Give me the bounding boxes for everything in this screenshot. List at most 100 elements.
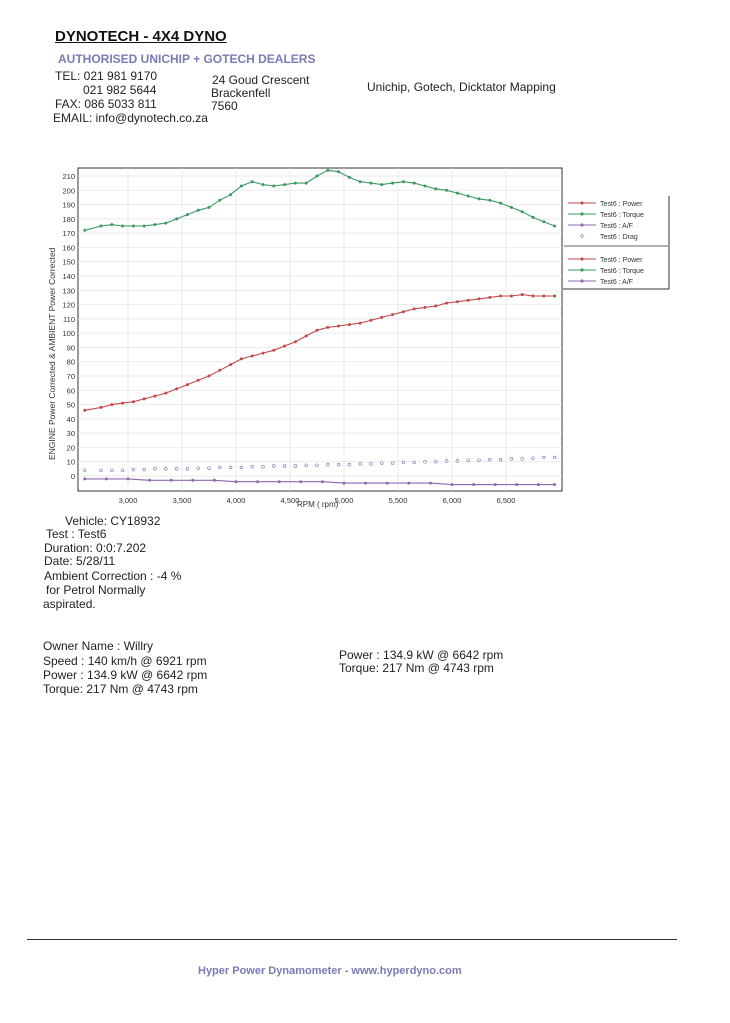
data-point xyxy=(553,483,557,487)
data-point xyxy=(99,405,103,409)
address-line-1: 24 Goud Crescent xyxy=(212,73,310,87)
data-point xyxy=(342,481,346,485)
legend-marker xyxy=(580,234,584,238)
legend: Test6 : Power Test6 : Torque Test6 : A/F Te… xyxy=(563,196,670,290)
data-point xyxy=(455,459,460,463)
data-point xyxy=(434,460,438,464)
data-point xyxy=(250,354,254,358)
data-point xyxy=(401,180,405,184)
data-point xyxy=(185,467,190,471)
data-point xyxy=(120,468,125,472)
x-tick-label: 5,000 xyxy=(335,496,354,505)
legend-label: Test6 : A/F xyxy=(600,223,633,230)
data-point xyxy=(277,480,281,484)
legend-label: Test6 : Drag xyxy=(600,234,638,241)
data-point xyxy=(261,465,265,469)
data-point xyxy=(391,181,395,185)
data-point xyxy=(185,383,189,387)
legend-label: Test6 : A/F xyxy=(600,279,633,286)
y-tick-label: 90 xyxy=(67,343,75,352)
data-point xyxy=(499,294,503,298)
legend-label: Test6 : Torque xyxy=(600,212,644,219)
data-point xyxy=(229,193,233,197)
data-point xyxy=(369,181,373,185)
data-point xyxy=(261,351,265,355)
data-point xyxy=(380,315,384,319)
data-point xyxy=(126,477,130,481)
data-point xyxy=(239,465,244,470)
data-point xyxy=(552,455,557,460)
data-point xyxy=(175,217,179,221)
data-point xyxy=(347,175,351,179)
data-point xyxy=(142,397,146,401)
data-point xyxy=(218,198,222,202)
data-point xyxy=(315,463,319,467)
data-point xyxy=(185,213,189,217)
y-tick-label: 0 xyxy=(71,472,75,481)
data-point xyxy=(110,223,114,227)
data-point xyxy=(455,191,459,195)
x-tick-label: 3,500 xyxy=(173,496,192,505)
data-point xyxy=(239,357,243,361)
tel-line: TEL: 021 981 9170 xyxy=(55,69,158,83)
data-point xyxy=(153,467,157,471)
data-point xyxy=(428,481,432,485)
data-point xyxy=(148,478,152,482)
y-tick-label: 170 xyxy=(62,229,75,238)
data-point xyxy=(499,201,503,205)
data-point xyxy=(315,174,319,178)
x-axis-label: RPM ( rpm) xyxy=(297,500,339,509)
data-point xyxy=(121,401,125,405)
y-tick-label: 130 xyxy=(62,286,75,295)
data-point xyxy=(175,387,179,391)
y-tick-label: 210 xyxy=(62,172,75,181)
y-tick-label: 110 xyxy=(63,315,75,324)
data-point xyxy=(212,478,216,482)
legend-marker xyxy=(580,268,584,272)
data-point xyxy=(228,465,233,470)
data-point xyxy=(498,457,503,462)
data-point xyxy=(326,462,330,467)
y-tick-label: 180 xyxy=(62,215,75,224)
test-date: Date: 5/28/11 xyxy=(44,554,116,568)
data-point xyxy=(509,294,513,298)
y-tick-label: 140 xyxy=(62,272,75,281)
legend-label: Test6 : Power xyxy=(600,257,643,264)
data-point xyxy=(131,224,135,228)
data-point xyxy=(99,468,103,472)
data-point xyxy=(455,300,459,304)
x-tick-label: 3,000 xyxy=(119,496,138,505)
data-point xyxy=(542,220,546,224)
data-point xyxy=(293,181,297,185)
data-point xyxy=(83,228,87,232)
data-point xyxy=(553,294,557,298)
fuel-type: for Petrol Normally xyxy=(46,583,146,597)
data-point xyxy=(493,483,497,487)
data-point xyxy=(234,480,238,484)
data-point xyxy=(104,477,108,481)
data-point xyxy=(110,403,114,407)
data-point xyxy=(423,460,427,464)
legend-label: Test6 : Torque xyxy=(600,268,644,275)
y-tick-label: 190 xyxy=(62,201,75,210)
data-point xyxy=(412,460,416,465)
data-point xyxy=(272,348,276,352)
data-point xyxy=(153,223,157,227)
data-point xyxy=(164,467,168,471)
data-point xyxy=(336,462,341,467)
legend-marker xyxy=(580,279,584,283)
x-tick-label: 4,500 xyxy=(281,496,300,505)
data-point xyxy=(207,374,211,378)
data-point xyxy=(531,215,535,219)
data-point xyxy=(412,307,416,311)
data-point xyxy=(509,205,513,209)
data-point xyxy=(131,467,136,472)
legend-marker xyxy=(580,257,584,261)
max-power: Power : 134.9 kW @ 6642 rpm xyxy=(43,668,208,682)
y-tick-label: 40 xyxy=(67,415,75,424)
data-point xyxy=(142,467,146,472)
data-point xyxy=(445,188,449,192)
data-point xyxy=(272,184,276,188)
data-point xyxy=(250,180,254,184)
data-point xyxy=(466,194,470,198)
